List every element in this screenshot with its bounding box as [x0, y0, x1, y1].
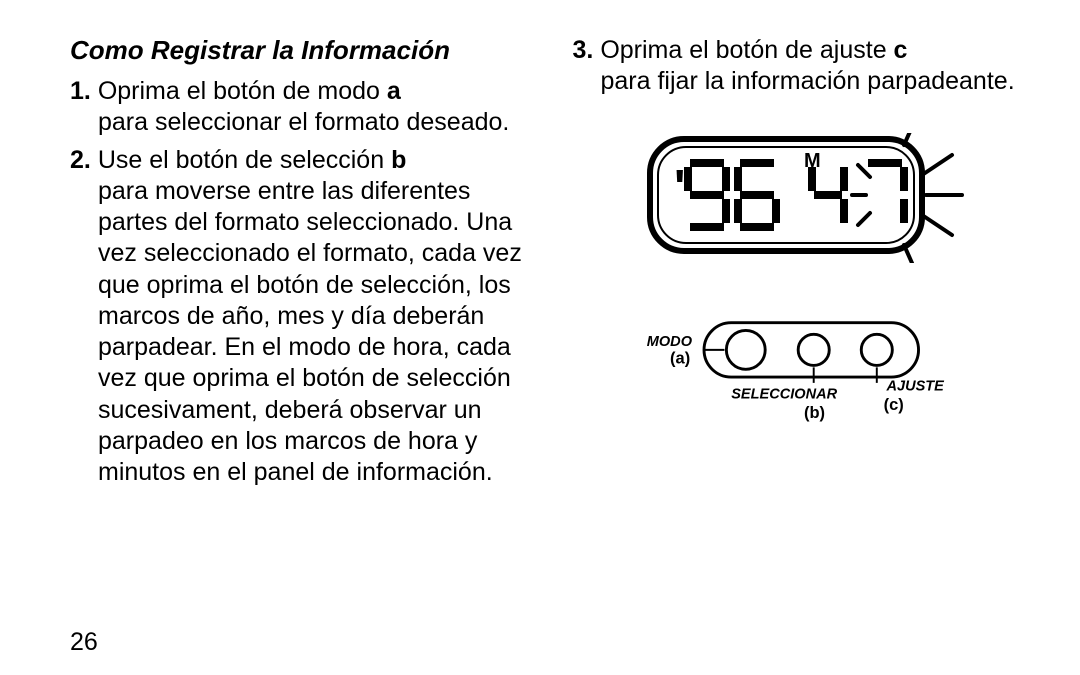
seleccionar-letter: (b) [804, 403, 825, 421]
step-1-lead: Oprima el botón de modo [98, 77, 387, 105]
ajuste-letter: (c) [883, 396, 903, 414]
step-3-letter: c [894, 36, 908, 64]
step-3-body: para fijar la información parpadeante. [573, 66, 1036, 97]
lcd-display-icon: ' [644, 133, 964, 263]
step-2-body: para moverse entre las diferentes partes… [70, 176, 533, 489]
step-2-number: 2. [70, 146, 91, 174]
manual-page: Como Registrar la Información 1. Oprima … [0, 0, 1080, 675]
step-1: 1. Oprima el botón de modo a para selecc… [70, 76, 533, 139]
button-diagram-icon: MODO (a) SELECCIONAR (b) AJUSTE (c) [639, 313, 969, 429]
svg-text:': ' [674, 161, 685, 214]
step-3-number: 3. [573, 36, 594, 64]
diagram-area: ' [573, 133, 1036, 429]
section-title: Como Registrar la Información [70, 35, 533, 66]
left-column: Como Registrar la Información 1. Oprima … [70, 35, 558, 655]
step-3: 3. Oprima el botón de ajuste c para fija… [573, 35, 1036, 98]
step-3-lead: Oprima el botón de ajuste [600, 36, 893, 64]
page-number: 26 [70, 628, 98, 657]
step-1-number: 1. [70, 77, 91, 105]
step-2-letter: b [391, 146, 406, 174]
step-2-lead: Use el botón de selección [98, 146, 391, 174]
modo-letter: (a) [670, 349, 690, 367]
ajuste-label: AJUSTE [885, 378, 945, 394]
step-1-letter: a [387, 77, 401, 105]
step-2: 2. Use el botón de selección b para move… [70, 145, 533, 489]
right-column: 3. Oprima el botón de ajuste c para fija… [558, 35, 1036, 655]
seleccionar-label: SELECCIONAR [731, 386, 837, 402]
step-1-body: para seleccionar el formato deseado. [70, 107, 533, 138]
modo-label: MODO [647, 333, 693, 349]
